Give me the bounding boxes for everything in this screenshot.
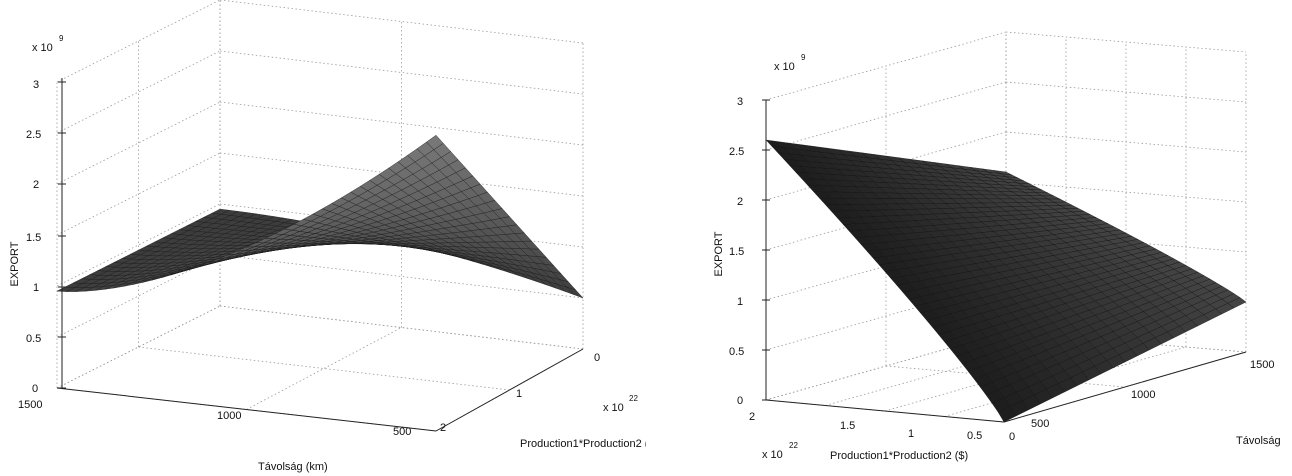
r-y-axis-label: Távolság xyxy=(1236,435,1281,447)
z-tick-0.5: 0.5 xyxy=(26,333,41,345)
chart-right: 0 0.5 1 1.5 2 2.5 3 x 10 9 EXPORT 2 1.5 … xyxy=(646,0,1292,476)
z-multiplier: x 10 xyxy=(32,42,53,54)
z-axis-label: EXPORT xyxy=(9,241,21,286)
r-grid-line-21 xyxy=(1005,31,1247,53)
r-x-tick-0.5: 0.5 xyxy=(967,430,982,442)
y-multiplier: x 10 xyxy=(603,402,624,414)
z-tick-1.5: 1.5 xyxy=(26,232,41,244)
chart-left-svg: 0 0.5 1 1.5 2 2.5 3 x 10 9 EXPORT 1500 1… xyxy=(9,0,646,473)
r-z-multiplier-exp: 9 xyxy=(801,53,806,62)
r-z-tick-2.5: 2.5 xyxy=(729,146,744,158)
x-axis-label: Távolság (km) xyxy=(258,461,328,473)
r-y-tick-1000: 1000 xyxy=(1131,389,1155,401)
r-x-tick-1: 1 xyxy=(908,428,914,440)
r-grid-line-15 xyxy=(1005,181,1247,203)
r-z-tick-1.5: 1.5 xyxy=(729,246,744,258)
r-z-axis-label: EXPORT xyxy=(713,231,725,276)
grid-line-20 xyxy=(56,305,221,389)
x-tick-1000: 1000 xyxy=(217,410,241,422)
chart-right-z-ticks: 0 0.5 1 1.5 2 2.5 3 xyxy=(729,96,770,407)
r-grid-line-20 xyxy=(765,31,1007,101)
r-y-tick-500: 500 xyxy=(1031,418,1049,430)
z-multiplier-exp: 9 xyxy=(59,34,64,43)
y-tick-1: 1 xyxy=(516,388,522,400)
r-z-tick-3: 3 xyxy=(737,96,743,108)
r-x-multiplier: x 10 xyxy=(762,449,783,461)
chart-right-svg: 0 0.5 1 1.5 2 2.5 3 x 10 9 EXPORT 2 1.5 … xyxy=(713,31,1281,462)
r-z-tick-2: 2 xyxy=(737,196,743,208)
grid-line-10 xyxy=(56,203,221,287)
chart-right-x-ticks: 2 1.5 1 0.5 0 xyxy=(749,411,1015,443)
grid-line-21 xyxy=(246,327,402,410)
chart-left-x-ticks: 1500 1000 500 xyxy=(18,399,411,438)
grid-line-24 xyxy=(138,346,510,391)
z-tick-3: 3 xyxy=(33,79,39,91)
z-tick-0: 0 xyxy=(32,383,38,395)
r-surface-cell-39-0 xyxy=(997,406,1017,423)
r-grid-line-18 xyxy=(765,81,1007,151)
chart-left-surface xyxy=(56,134,584,299)
grid-line-15 xyxy=(219,101,584,146)
y-tick-2: 2 xyxy=(440,422,446,434)
chart-left-z-ticks: 0 0.5 1 1.5 2 2.5 3 xyxy=(26,79,66,395)
y-multiplier-exp: 22 xyxy=(629,394,638,403)
r-z-tick-1: 1 xyxy=(737,296,743,308)
r-grid-line-17 xyxy=(1005,131,1247,153)
grid-line-14 xyxy=(56,101,221,185)
z-tick-1: 1 xyxy=(33,282,39,294)
grid-line-9 xyxy=(219,254,584,299)
r-grid-line-10 xyxy=(765,281,1007,351)
grid-line-16 xyxy=(56,50,221,134)
grid-line-19 xyxy=(219,0,584,44)
r-x-multiplier-exp: 22 xyxy=(789,441,798,450)
z-tick-2: 2 xyxy=(33,179,39,191)
r-x-tick-1.5: 1.5 xyxy=(840,420,855,432)
z-tick-2.5: 2.5 xyxy=(26,129,41,141)
r-grid-line-25 xyxy=(944,346,1187,417)
y-axis-label: Production1*Production2 ($) xyxy=(520,438,646,450)
y-tick-0: 0 xyxy=(594,352,600,364)
surface-cell-39-0 xyxy=(426,134,444,150)
grid-line-13 xyxy=(219,152,584,197)
chart-left-y-ticks: 0 1 2 xyxy=(440,352,600,434)
x-tick-1500: 1500 xyxy=(18,399,42,411)
r-z-tick-0.5: 0.5 xyxy=(729,346,744,358)
chart-right-y-ticks: 500 1000 1500 xyxy=(1031,359,1274,430)
r-y-tick-1500: 1500 xyxy=(1250,359,1274,371)
r-z-tick-0: 0 xyxy=(737,395,743,407)
r-x-tick-0: 0 xyxy=(1009,431,1015,443)
grid-line-25 xyxy=(219,305,584,350)
chart-left: 0 0.5 1 1.5 2 2.5 3 x 10 9 EXPORT 1500 1… xyxy=(9,0,646,473)
r-z-multiplier: x 10 xyxy=(774,61,795,73)
grid-line-18 xyxy=(56,0,221,83)
x-tick-500: 500 xyxy=(393,426,411,438)
chart-left-axes xyxy=(56,78,584,432)
r-grid-line-19 xyxy=(1005,81,1247,103)
r-x-axis-label: Production1*Production2 ($) xyxy=(830,450,968,462)
chart-right-surface xyxy=(765,139,1247,423)
r-x-tick-2: 2 xyxy=(749,411,755,423)
grid-line-17 xyxy=(219,50,584,95)
grid-line-12 xyxy=(56,152,221,236)
